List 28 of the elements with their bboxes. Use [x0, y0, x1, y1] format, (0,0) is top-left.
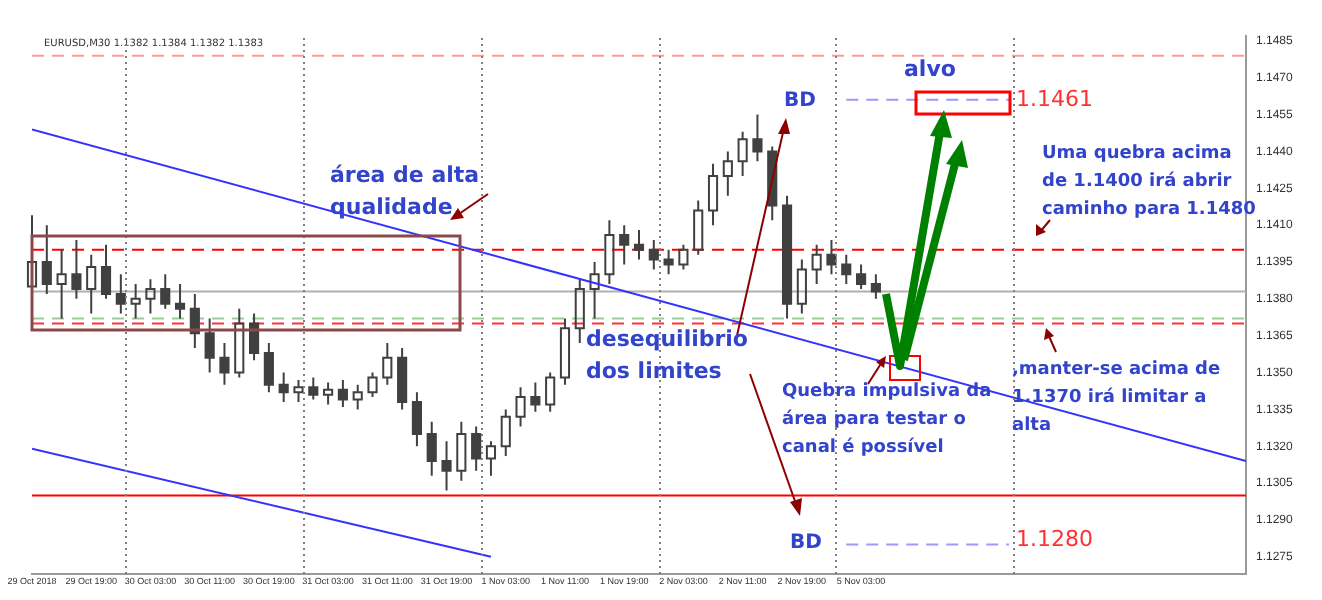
annotation: 1.1280: [1016, 526, 1095, 552]
candlestick: [456, 420, 467, 482]
candlestick: [382, 342, 393, 386]
candlestick: [145, 278, 156, 315]
annotation: ,manter-se acima de 1.1370 irá limitar a alta: [1012, 358, 1223, 440]
annotation: Quebra impulsiva da área para testar o canal é possível: [782, 380, 994, 462]
annotation: BD: [790, 530, 824, 558]
candlestick: [500, 408, 511, 458]
candlestick: [515, 386, 526, 428]
candlestick: [722, 150, 733, 197]
candlestick: [130, 283, 141, 320]
annotation: alvo: [904, 54, 958, 86]
candlestick: [86, 253, 97, 315]
candlestick: [56, 248, 67, 320]
annotation: desequilibrio dos limites: [586, 324, 750, 388]
annotation: Uma quebra acima de 1.1400 irá abrir caminho para 1.1480: [1042, 142, 1257, 224]
annotation: área de alta qualidade: [330, 160, 480, 224]
candlestick: [737, 130, 748, 178]
candlestick: [589, 261, 600, 320]
candlestick: [574, 278, 585, 345]
candlestick: [485, 440, 497, 477]
annotation: BD: [784, 88, 818, 116]
annotation: 1.1461: [1016, 86, 1095, 112]
candlestick: [796, 258, 807, 315]
candlestick: [811, 243, 822, 286]
candlestick: [707, 162, 719, 227]
candlestick: [604, 219, 615, 286]
candlestick: [234, 307, 245, 379]
